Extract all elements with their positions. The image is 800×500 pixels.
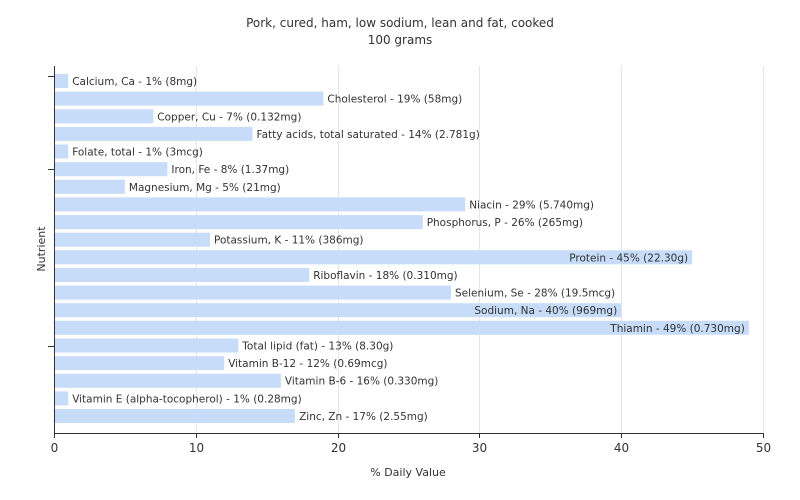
bar-label: Zinc, Zn - 17% (2.55mg) — [299, 411, 428, 423]
bar-label: Folate, total - 1% (3mcg) — [72, 147, 203, 159]
bar-label: Protein - 45% (22.30g) — [569, 252, 688, 264]
x-axis-ticks: 0 10 20 30 40 50 — [51, 433, 771, 455]
bar — [55, 74, 69, 88]
bar-label: Riboflavin - 18% (0.310mg) — [313, 270, 457, 282]
bar — [55, 91, 324, 106]
bar — [55, 126, 253, 141]
gridlines — [196, 66, 764, 433]
bar-label: Sodium, Na - 40% (969mg) — [474, 305, 617, 317]
bar — [55, 179, 125, 194]
bar-label: Calcium, Ca - 1% (8mg) — [72, 76, 197, 88]
bar — [55, 409, 296, 423]
bar-label: Vitamin B-12 - 12% (0.69mcg) — [228, 358, 387, 370]
bar-label: Vitamin B-6 - 16% (0.330mg) — [285, 376, 439, 388]
bars — [55, 74, 749, 423]
chart-subtitle: 100 grams — [368, 33, 433, 47]
bar-label: Selenium, Se - 28% (19.5mcg) — [455, 288, 615, 300]
bar — [55, 215, 423, 230]
x-tick-label: 30 — [472, 441, 487, 455]
y-axis-label: Nutrient — [35, 226, 48, 272]
bar — [55, 338, 239, 353]
bar — [55, 373, 281, 388]
x-tick-label: 50 — [756, 441, 771, 455]
bar-label: Phosphorus, P - 26% (265mg) — [427, 217, 583, 229]
bar — [55, 197, 466, 212]
x-tick-label: 10 — [189, 441, 204, 455]
bar — [55, 391, 69, 406]
bar — [55, 320, 749, 335]
bar-label: Niacin - 29% (5.740mg) — [469, 199, 594, 211]
bar-label: Magnesium, Mg - 5% (21mg) — [129, 182, 281, 194]
bar-label: Thiamin - 49% (0.730mg) — [609, 323, 745, 335]
x-tick-label: 20 — [331, 441, 346, 455]
bar — [55, 303, 622, 318]
bar-labels: Calcium, Ca - 1% (8mg) Cholesterol - 19% … — [72, 76, 745, 423]
bar-label: Fatty acids, total saturated - 14% (2.78… — [257, 129, 480, 141]
x-axis-label: % Daily Value — [370, 466, 446, 479]
bar — [55, 109, 154, 124]
bar-label: Iron, Fe - 8% (1.37mg) — [171, 164, 289, 176]
bar — [55, 285, 451, 300]
chart-title: Pork, cured, ham, low sodium, lean and f… — [246, 16, 554, 30]
bar-label: Vitamin E (alpha-tocopherol) - 1% (0.28m… — [72, 393, 302, 405]
bar — [55, 356, 225, 371]
bar-label: Cholesterol - 19% (58mg) — [327, 94, 462, 106]
bar-label: Potassium, K - 11% (386mg) — [214, 235, 364, 247]
bar-label: Total lipid (fat) - 13% (8.30g) — [241, 341, 393, 353]
bar — [55, 162, 168, 177]
x-tick-label: 0 — [51, 441, 59, 455]
x-tick-label: 40 — [614, 441, 629, 455]
bar-label: Copper, Cu - 7% (0.132mg) — [157, 111, 301, 123]
bar — [55, 232, 210, 247]
bar — [55, 267, 310, 282]
bar — [55, 250, 693, 265]
bar — [55, 144, 69, 159]
